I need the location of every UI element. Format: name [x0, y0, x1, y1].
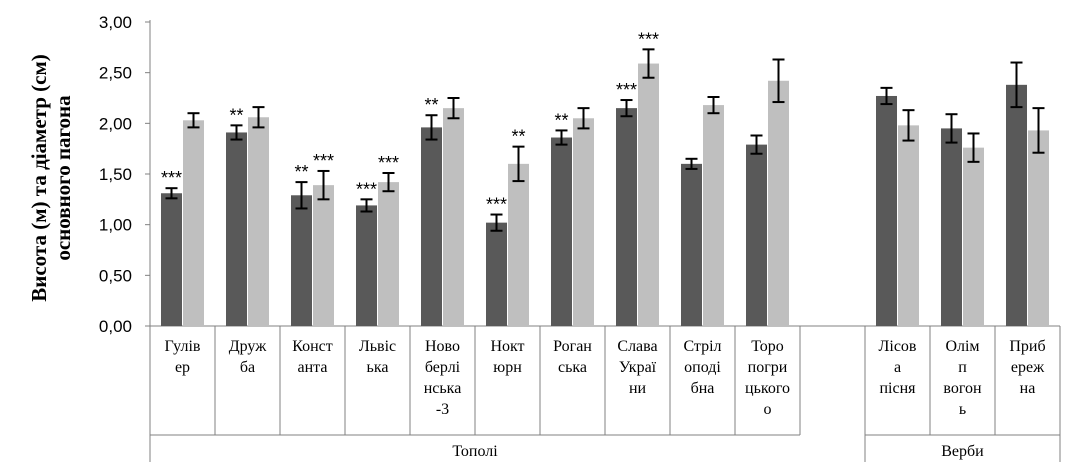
y-tick-label: 1,50: [99, 165, 132, 184]
significance-mark: ***: [486, 195, 507, 215]
category-label: юрн: [493, 359, 522, 376]
bar-series-1: [1006, 84, 1027, 327]
bar-series-2: [573, 118, 594, 327]
bar-series-2: [768, 80, 789, 326]
category-label: Львіс: [359, 338, 396, 355]
category-label: п: [958, 359, 967, 376]
group-labels: Тополі Верби: [452, 443, 984, 460]
category-label: Гулів: [165, 338, 201, 355]
significance-mark: ***: [313, 151, 334, 171]
error-bars: [165, 48, 1045, 232]
category-label: ба: [240, 359, 255, 376]
bar-series-1: [226, 132, 247, 326]
category-label: ська: [558, 359, 587, 376]
y-tick-label: 3,00: [99, 13, 132, 32]
y-tick-label: 2,00: [99, 114, 132, 133]
category-label: Лісов: [879, 338, 917, 355]
bar-series-1: [551, 137, 572, 326]
bar-series-2: [248, 117, 269, 327]
category-label: ька: [367, 359, 389, 376]
category-label: ни: [629, 380, 647, 397]
category-label: Роган: [553, 338, 592, 355]
category-label: анта: [298, 359, 328, 376]
category-label: бна: [691, 380, 715, 397]
y-axis-label-line: основного пагона: [51, 95, 75, 261]
y-axis-ticks: 0,00 0,50 1,00 1,50 2,00 2,50 3,00: [99, 13, 132, 336]
category-label: Конст: [292, 338, 333, 355]
significance-marks: *******************************: [161, 29, 659, 214]
category-label: цького: [745, 380, 790, 397]
bar-series-1: [876, 95, 897, 327]
significance-mark: **: [554, 110, 568, 130]
category-label: ереж: [1011, 359, 1045, 376]
category-label: берлі: [425, 359, 461, 376]
bar-series-1: [681, 163, 702, 326]
bar-series-2: [508, 163, 529, 326]
category-label: -3: [436, 401, 449, 418]
category-label: нська: [424, 380, 462, 397]
category-label: о: [764, 401, 772, 418]
significance-mark: **: [294, 162, 308, 182]
significance-mark: ***: [161, 168, 182, 188]
significance-mark: **: [229, 105, 243, 125]
category-label: вогон: [943, 380, 982, 397]
group-label: Верби: [941, 443, 984, 460]
group-label: Тополі: [452, 443, 498, 460]
category-label: Стріл: [683, 338, 721, 355]
significance-mark: **: [424, 95, 438, 115]
bar-series-2: [898, 125, 919, 326]
category-label: Олім: [945, 338, 979, 355]
significance-mark: ***: [638, 29, 659, 49]
bar-series-2: [443, 108, 464, 326]
y-tick-label: 0,50: [99, 266, 132, 285]
bar-series-2: [638, 63, 659, 327]
bar-series-1: [161, 193, 182, 326]
y-tick-label: 1,00: [99, 216, 132, 235]
category-label: Торо: [751, 338, 784, 355]
bar-series-2: [313, 185, 334, 326]
bar-series-2: [1028, 130, 1049, 326]
bar-series-1: [746, 144, 767, 326]
bar-series-1: [291, 195, 312, 326]
significance-mark: ***: [616, 80, 637, 100]
y-axis-label-line: Висота (м) та діаметр (см): [27, 54, 51, 302]
category-label: Нокт: [490, 338, 524, 355]
category-label: а: [894, 359, 901, 376]
bar-series-2: [963, 147, 984, 326]
category-labels: Гулів ер Друж ба Конст анта Львіс ька Ново берлі н…: [165, 338, 1046, 418]
category-label: Приб: [1009, 338, 1045, 355]
bar-series-1: [616, 108, 637, 326]
y-tick-label: 2,50: [99, 64, 132, 83]
significance-mark: **: [511, 127, 525, 147]
category-label: погри: [748, 359, 788, 376]
category-label: ь: [959, 401, 966, 418]
bar-series-2: [703, 105, 724, 327]
category-label: Друж: [229, 338, 267, 355]
axes: [145, 20, 1061, 462]
y-axis-label: Висота (м) та діаметр (см) основного паго…: [27, 54, 75, 302]
category-label: пісня: [879, 380, 916, 397]
bar-series-1: [421, 127, 442, 327]
bar-series-2: [378, 182, 399, 326]
y-tick-label: 0,00: [99, 317, 132, 336]
bars: [161, 63, 1049, 327]
category-label: Украї: [619, 359, 657, 376]
category-label: Слава: [617, 338, 657, 355]
category-label: оподі: [684, 359, 721, 376]
bar-series-1: [356, 205, 377, 326]
category-label: на: [1020, 380, 1036, 397]
bar-series-1: [941, 128, 962, 326]
significance-mark: ***: [356, 179, 377, 199]
category-label: Ново: [425, 338, 460, 355]
bar-series-2: [183, 120, 204, 326]
significance-mark: ***: [378, 153, 399, 173]
bar-series-1: [486, 222, 507, 326]
category-label: ер: [175, 359, 190, 376]
